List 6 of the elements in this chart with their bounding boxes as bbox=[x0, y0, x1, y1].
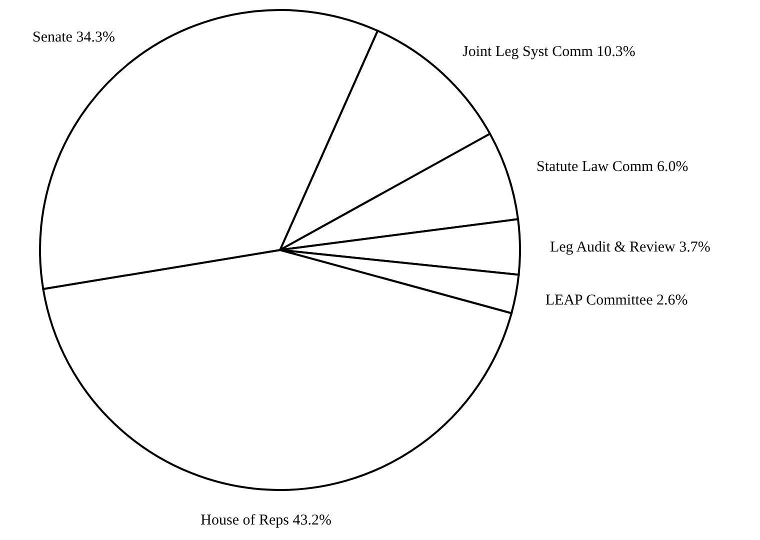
slice-label: House of Reps 43.2% bbox=[200, 512, 332, 529]
slice-label: Statute Law Comm 6.0% bbox=[536, 158, 688, 175]
slice-label: Leg Audit & Review 3.7% bbox=[550, 240, 710, 256]
slice-label: Senate 34.3% bbox=[32, 29, 115, 46]
slice-label: Joint Leg Syst Comm 10.3% bbox=[462, 44, 636, 60]
slice-label: LEAP Committee 2.6% bbox=[545, 292, 688, 309]
